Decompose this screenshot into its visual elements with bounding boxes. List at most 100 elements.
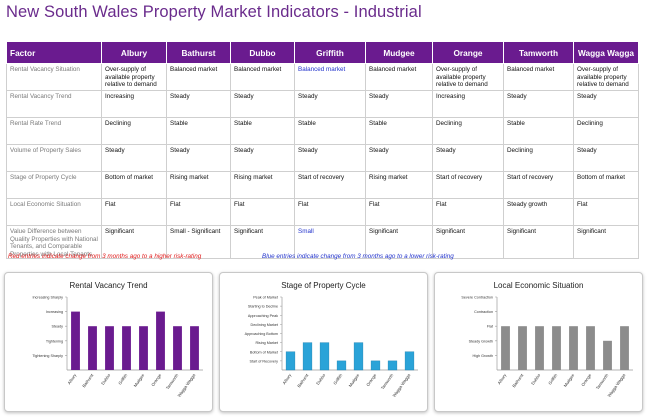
y-tick-label: Rising Market bbox=[255, 341, 278, 345]
chart-bar bbox=[620, 326, 629, 370]
x-tick-label: Dubbo bbox=[100, 372, 112, 386]
table-cell: Start of recovery bbox=[432, 171, 504, 199]
table-cell: Significant bbox=[503, 224, 574, 260]
chart-title: Stage of Property Cycle bbox=[281, 281, 366, 290]
table-cell: Declining bbox=[432, 117, 504, 145]
chart-bar bbox=[302, 342, 313, 371]
table-cell: Stable bbox=[230, 117, 295, 145]
x-tick-label: Tamworth bbox=[380, 372, 395, 390]
y-tick-label: Approaching Peak bbox=[248, 314, 278, 318]
x-tick-label: Dubbo bbox=[530, 372, 542, 386]
table-cell: Steady bbox=[230, 90, 295, 118]
table-cell: Over-supply of available property relati… bbox=[101, 63, 167, 91]
chart-bar bbox=[370, 360, 381, 371]
economic-situation-chart: Local Economic Situation High Growth Stead… bbox=[461, 281, 633, 398]
column-header: Bathurst bbox=[166, 41, 231, 64]
chart-bar bbox=[586, 326, 595, 370]
factor-label: Volume of Property Sales bbox=[6, 144, 102, 172]
table-cell: Steady bbox=[432, 144, 504, 172]
table-cell: Rising market bbox=[365, 171, 433, 199]
y-tick-label: Contraction bbox=[474, 310, 493, 314]
table-cell: Declining bbox=[101, 117, 167, 145]
chart-bar bbox=[88, 326, 97, 370]
table-cell: Steady bbox=[101, 144, 167, 172]
y-tick-label: Tightening bbox=[46, 339, 63, 343]
chart-bar bbox=[156, 311, 165, 370]
table-cell: Significant bbox=[101, 224, 167, 260]
table-cell: Balanced market bbox=[503, 63, 574, 91]
chart-bar bbox=[535, 326, 544, 370]
x-tick-label: Wagga Wagga bbox=[607, 372, 627, 398]
chart-bar bbox=[285, 351, 296, 371]
x-tick-label: Wagga Wagga bbox=[392, 372, 412, 398]
factor-label: Rental Rate Trend bbox=[6, 117, 102, 145]
table-cell: Steady bbox=[294, 144, 366, 172]
table-cell: Significant bbox=[432, 224, 504, 260]
x-tick-label: Orange bbox=[150, 372, 162, 387]
chart-bar bbox=[139, 326, 148, 370]
table-cell: Steady bbox=[503, 90, 574, 118]
table-cell: Significant bbox=[365, 224, 433, 260]
chart-bar bbox=[336, 360, 347, 371]
y-tick-label: Starting to Decline bbox=[248, 305, 278, 309]
table-cell: Declining bbox=[503, 144, 574, 172]
y-tick-label: Steady bbox=[52, 325, 64, 329]
x-tick-label: Orange bbox=[365, 372, 377, 387]
table-cell: Bottom of market bbox=[101, 171, 167, 199]
x-tick-label: Tamworth bbox=[165, 372, 180, 390]
y-tick-label: Bottom of Market bbox=[250, 350, 278, 354]
table-cell: Over-supply of available property relati… bbox=[432, 63, 504, 91]
table-row: Volume of Property Sales Steady Steady Stea… bbox=[6, 144, 639, 172]
table-cell: Declining bbox=[573, 117, 639, 145]
table-cell: Start of recovery bbox=[503, 171, 574, 199]
x-tick-label: Dubbo bbox=[315, 372, 327, 386]
y-tick-label: Steady Growth bbox=[469, 339, 493, 343]
table-cell: Increasing bbox=[101, 90, 167, 118]
table-cell: Flat bbox=[166, 198, 231, 226]
factor-label: Stage of Property Cycle bbox=[6, 171, 102, 199]
x-tick-label: Mudgee bbox=[133, 372, 146, 388]
x-tick-label: Albury bbox=[281, 372, 292, 385]
table-cell: Steady bbox=[365, 90, 433, 118]
chart-bar bbox=[190, 326, 199, 370]
table-cell: Stable bbox=[166, 117, 231, 145]
table-cell: Stable bbox=[503, 117, 574, 145]
table-cell: Over-supply of available property relati… bbox=[573, 63, 639, 91]
y-tick-label: Approaching Bottom bbox=[245, 332, 278, 336]
chart-panel-property-cycle: Stage of Property Cycle Start of Recovery… bbox=[219, 272, 428, 412]
x-tick-label: Bathurst bbox=[296, 372, 310, 388]
x-tick-label: Tamworth bbox=[595, 372, 610, 390]
x-tick-label: Mudgee bbox=[563, 372, 576, 388]
x-tick-label: Griffith bbox=[332, 372, 344, 385]
table-cell: Steady growth bbox=[503, 198, 574, 226]
chart-bar bbox=[387, 360, 398, 371]
table-cell: Significant bbox=[573, 224, 639, 260]
table-header-row: Factor Albury Bathurst Dubbo Griffith Mu… bbox=[6, 41, 639, 64]
indicators-table: Factor Albury Bathurst Dubbo Griffith Mu… bbox=[6, 41, 639, 260]
table-row: Stage of Property Cycle Bottom of market R… bbox=[6, 171, 639, 199]
column-header: Mudgee bbox=[365, 41, 433, 64]
table-cell: Steady bbox=[294, 90, 366, 118]
chart-bar bbox=[552, 326, 561, 370]
table-cell: Balanced market bbox=[294, 63, 366, 91]
x-tick-label: Bathurst bbox=[81, 372, 95, 388]
y-tick-label: Severe Contraction bbox=[461, 296, 493, 300]
x-tick-label: Griffith bbox=[547, 372, 559, 385]
chart-bar bbox=[319, 342, 330, 371]
x-tick-label: Albury bbox=[66, 372, 77, 385]
chart-bar bbox=[518, 326, 527, 370]
table-row: Value Difference between Quality Propert… bbox=[6, 224, 639, 260]
y-tick-label: Peak of Market bbox=[253, 296, 278, 300]
table-cell: Stable bbox=[365, 117, 433, 145]
y-tick-label: Tightening Sharply bbox=[32, 354, 63, 358]
chart-title: Rental Vacancy Trend bbox=[69, 281, 147, 290]
chart-bar bbox=[105, 326, 114, 370]
property-cycle-chart: Stage of Property Cycle Start of Recovery… bbox=[245, 281, 418, 398]
table-cell: Balanced market bbox=[230, 63, 295, 91]
table-cell: Flat bbox=[101, 198, 167, 226]
factor-label: Rental Vacancy Trend bbox=[6, 90, 102, 118]
chart-bar bbox=[569, 326, 578, 370]
table-cell: Flat bbox=[230, 198, 295, 226]
table-cell: Steady bbox=[365, 144, 433, 172]
table-cell: Steady bbox=[166, 90, 231, 118]
